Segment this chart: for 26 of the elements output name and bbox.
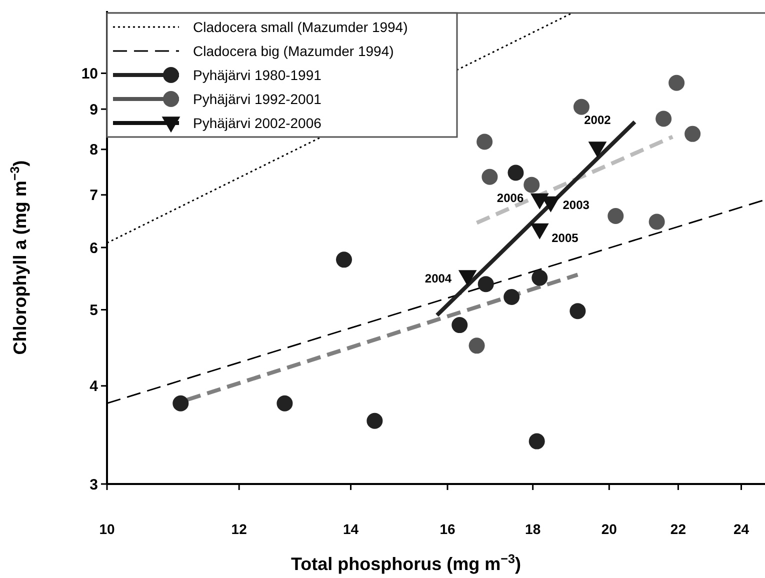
x-tick-label: 14 [342,521,359,537]
annotation: 2005 [552,230,579,245]
legend-label: Pyhäjärvi 1992-2001 [193,90,322,107]
x-tick-label: 22 [670,521,686,537]
y-tick-label: 4 [90,378,99,396]
legend-label: Pyhäjärvi 2002-2006 [193,114,322,131]
y-tick-label: 7 [90,187,98,204]
x-tick-label: 24 [733,521,750,537]
annotation: 2006 [496,190,524,205]
y-tick-label: 3 [90,476,98,494]
annotation: 2003 [562,198,590,212]
legend-label: Cladocera big (Mazumder 1994) [193,42,394,59]
legend-label: Pyhäjärvi 1980-1991 [193,66,322,83]
x-tick-label: 18 [525,521,541,537]
x-tick-label: 20 [601,521,618,537]
y-tick-label: 9 [90,101,98,118]
legend-label: Cladocera small (Mazumder 1994) [193,18,408,35]
annotation: 2002 [584,113,612,128]
annotation: 2004 [424,272,452,286]
y-tick-label: 8 [90,142,98,159]
x-tick-label: 12 [231,521,248,537]
y-tick-label: 5 [90,302,98,319]
x-axis-title: Total phosphorus (mg m$^{−3}$) [290,552,522,574]
y-tick-label: 6 [90,240,98,257]
x-tick-label: 16 [440,521,456,537]
y-tick-label: 10 [81,65,98,82]
